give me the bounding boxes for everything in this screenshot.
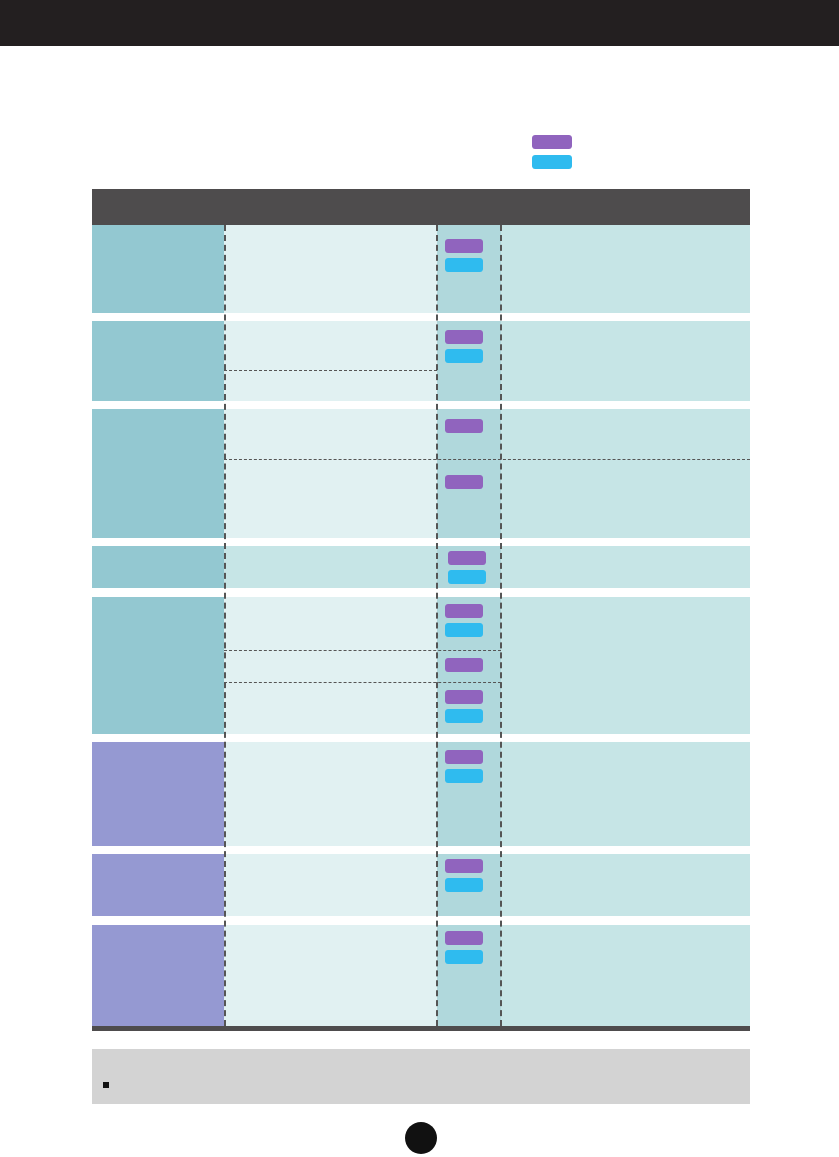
table-cell-item xyxy=(224,597,437,734)
purple-chip xyxy=(445,750,483,764)
table-header xyxy=(92,189,750,225)
purple-chip xyxy=(445,658,483,672)
table-row-group-label xyxy=(92,925,224,1026)
purple-chip xyxy=(445,239,483,253)
table-cell-description xyxy=(501,546,750,588)
table-cell-description xyxy=(501,742,750,846)
legend-blue-chip xyxy=(532,155,572,169)
table-cell-item xyxy=(224,321,437,401)
row-divider xyxy=(224,459,750,460)
table-cell-item xyxy=(224,742,437,846)
table-cell-item xyxy=(224,925,437,1026)
purple-chip xyxy=(448,551,486,565)
blue-chip xyxy=(448,570,486,584)
table-row-group-label xyxy=(92,854,224,916)
table-cell-item xyxy=(224,409,437,538)
column-divider xyxy=(500,225,502,1026)
table-row-group-label xyxy=(92,225,224,313)
purple-chip xyxy=(445,690,483,704)
blue-chip xyxy=(445,878,483,892)
purple-chip xyxy=(445,931,483,945)
column-divider xyxy=(436,225,438,1026)
table-cell-description xyxy=(501,225,750,313)
row-divider xyxy=(224,682,501,683)
table-row-group-label xyxy=(92,409,224,538)
purple-chip xyxy=(445,475,483,489)
blue-chip xyxy=(445,258,483,272)
blue-chip xyxy=(445,709,483,723)
bullet-icon xyxy=(103,1082,109,1088)
table-row-group-label xyxy=(92,597,224,734)
blue-chip xyxy=(445,623,483,637)
table-cell-item xyxy=(224,225,437,313)
table-cell-description xyxy=(501,409,750,538)
row-divider xyxy=(224,370,437,371)
blue-chip xyxy=(445,769,483,783)
table-cell-description xyxy=(501,321,750,401)
table-row-group-label xyxy=(92,742,224,846)
top-banner xyxy=(0,0,839,46)
table-cell-description xyxy=(501,597,750,734)
page-number-badge xyxy=(405,1122,437,1154)
row-divider xyxy=(224,650,501,651)
purple-chip xyxy=(445,604,483,618)
table-cell-description xyxy=(501,925,750,1026)
purple-chip xyxy=(445,330,483,344)
table-row-group-label xyxy=(92,546,224,588)
legend-purple-chip xyxy=(532,135,572,149)
table-cell-item xyxy=(224,546,437,588)
column-divider xyxy=(224,225,226,1026)
blue-chip xyxy=(445,349,483,363)
table-row-group-label xyxy=(92,321,224,401)
purple-chip xyxy=(445,419,483,433)
table-bottom-rule xyxy=(92,1026,750,1031)
table-cell-item xyxy=(224,854,437,916)
blue-chip xyxy=(445,950,483,964)
purple-chip xyxy=(445,859,483,873)
note-box xyxy=(92,1049,750,1104)
table-cell-description xyxy=(501,854,750,916)
